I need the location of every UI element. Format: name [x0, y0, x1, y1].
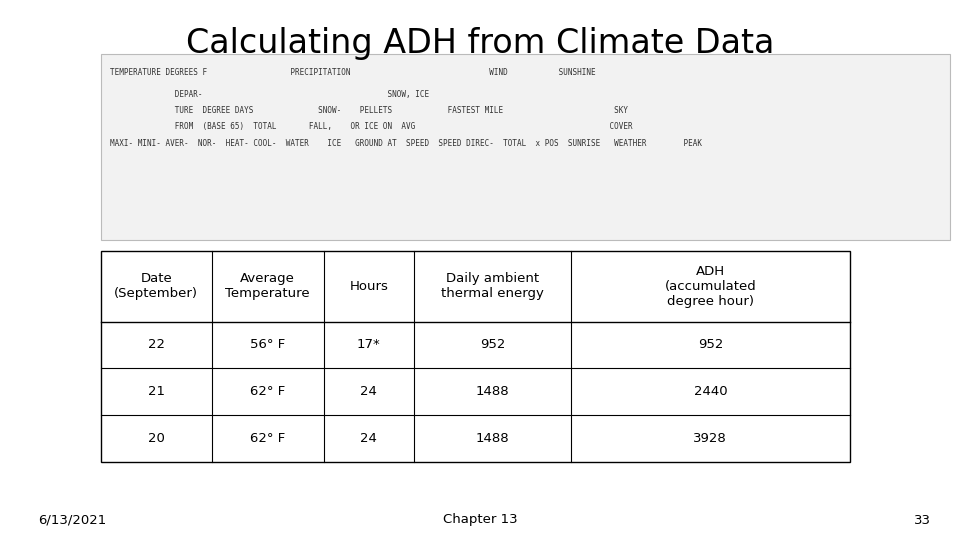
- Text: 22: 22: [148, 339, 165, 352]
- Text: 62° F: 62° F: [251, 432, 285, 445]
- Text: MAXI- MINI- AVER-  NOR-  HEAT- COOL-  WATER    ICE   GROUND AT  SPEED  SPEED DIR: MAXI- MINI- AVER- NOR- HEAT- COOL- WATER…: [110, 139, 703, 147]
- Text: TEMPERATURE DEGREES F                  PRECIPITATION                            : TEMPERATURE DEGREES F PRECIPITATION: [110, 69, 596, 77]
- Text: 3928: 3928: [693, 432, 727, 445]
- Text: Calculating ADH from Climate Data: Calculating ADH from Climate Data: [186, 27, 774, 60]
- Text: Average
Temperature: Average Temperature: [226, 272, 310, 300]
- Text: Chapter 13: Chapter 13: [443, 514, 517, 526]
- Text: 2440: 2440: [693, 385, 727, 398]
- Text: ADH
(accumulated
degree hour): ADH (accumulated degree hour): [664, 265, 756, 308]
- Text: 17*: 17*: [357, 339, 381, 352]
- Text: 952: 952: [480, 339, 505, 352]
- Text: 24: 24: [360, 385, 377, 398]
- Text: DEPAR-                                        SNOW, ICE: DEPAR- SNOW, ICE: [110, 90, 429, 99]
- Text: Hours: Hours: [349, 280, 388, 293]
- Text: 6/13/2021: 6/13/2021: [38, 514, 107, 526]
- Text: 1488: 1488: [475, 385, 509, 398]
- Bar: [101, 251, 850, 462]
- Text: Date
(September): Date (September): [114, 272, 198, 300]
- Text: FROM  (BASE 65)  TOTAL       FALL,    OR ICE ON  AVG                            : FROM (BASE 65) TOTAL FALL, OR ICE ON AVG: [110, 123, 633, 131]
- Text: Daily ambient
thermal energy: Daily ambient thermal energy: [441, 272, 544, 300]
- Text: 21: 21: [148, 385, 165, 398]
- Text: 62° F: 62° F: [251, 385, 285, 398]
- Text: 24: 24: [360, 432, 377, 445]
- Text: 33: 33: [914, 514, 931, 526]
- Text: 952: 952: [698, 339, 723, 352]
- Text: 56° F: 56° F: [251, 339, 285, 352]
- Text: TURE  DEGREE DAYS              SNOW-    PELLETS            FASTEST MILE         : TURE DEGREE DAYS SNOW- PELLETS FASTEST M…: [110, 106, 629, 115]
- Text: 1488: 1488: [475, 432, 509, 445]
- Text: 20: 20: [148, 432, 165, 445]
- Bar: [101, 54, 950, 240]
